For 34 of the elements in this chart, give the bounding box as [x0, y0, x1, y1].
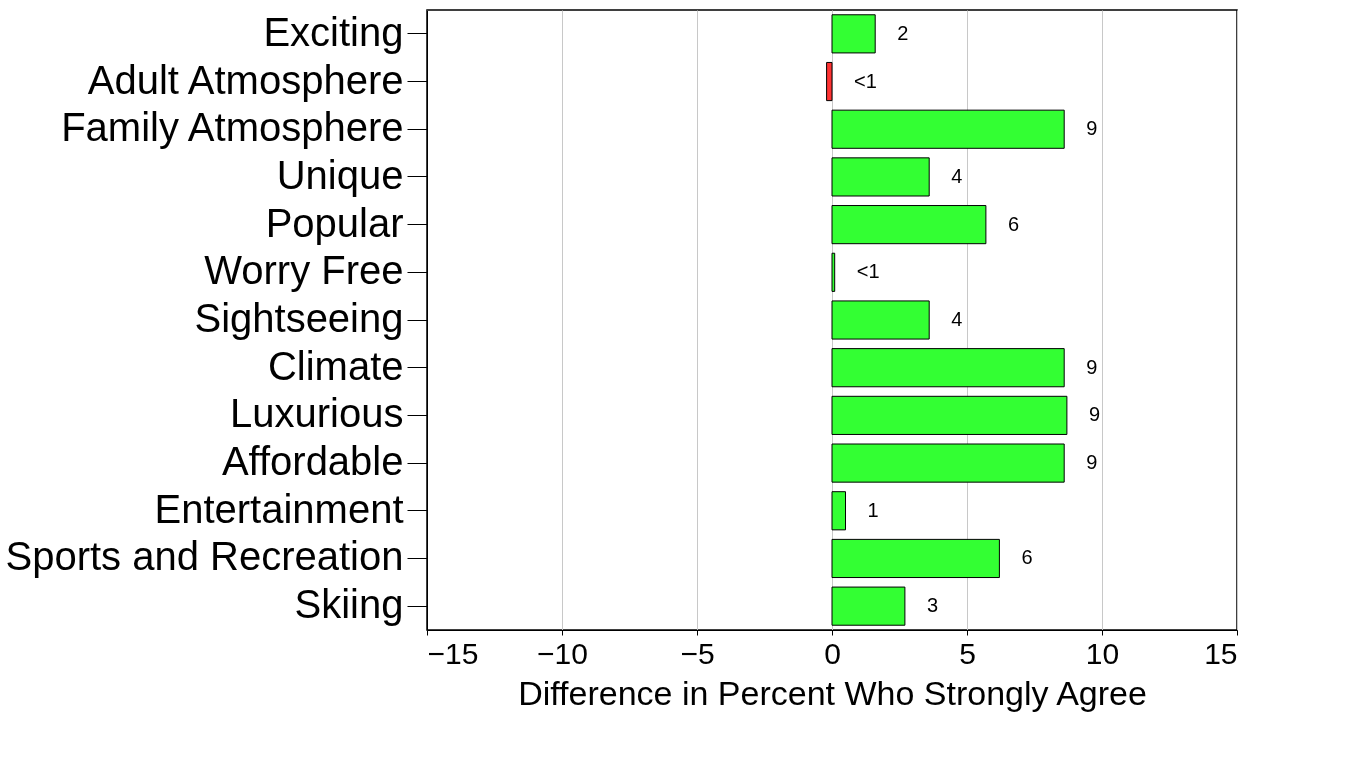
- x-tick-label: −15: [427, 636, 479, 670]
- data-label: 9: [1086, 355, 1098, 378]
- y-tick-label: Worry Free: [204, 248, 404, 293]
- data-label: 3: [926, 594, 939, 617]
- y-tick-label: Unique: [276, 152, 404, 197]
- x-tick-label: −5: [680, 636, 715, 670]
- x-tick-label: 0: [824, 636, 841, 670]
- y-tick-label: Sightseeing: [194, 296, 404, 340]
- data-label: 9: [1086, 117, 1098, 140]
- y-tick-label: Adult Atmosphere: [87, 57, 404, 102]
- data-label: <1: [854, 69, 877, 92]
- y-tick-label: Affordable: [221, 439, 404, 484]
- x-tick-label: −10: [537, 636, 588, 670]
- y-tick-label: Sports and Recreation: [5, 534, 404, 579]
- data-label: 6: [1007, 212, 1020, 235]
- x-axis-title: Difference in Percent Who Strongly Agree: [518, 673, 1147, 712]
- data-label: 9: [1086, 451, 1098, 474]
- x-tick-label: 15: [1204, 636, 1238, 670]
- data-label: 4: [951, 164, 963, 187]
- y-tick-label: Exciting: [263, 9, 404, 54]
- y-tick-label: Luxurious: [230, 391, 404, 436]
- y-tick-label: Skiing: [294, 582, 404, 627]
- data-label: <1: [856, 260, 880, 283]
- data-label: 4: [951, 308, 963, 330]
- y-tick-label: Entertainment: [154, 486, 404, 531]
- data-label: 9: [1088, 403, 1101, 426]
- data-label: 1: [867, 498, 879, 521]
- data-label: 6: [1021, 546, 1033, 569]
- y-tick-label: Family Atmosphere: [61, 105, 404, 150]
- x-tick-label: 5: [959, 636, 976, 670]
- data-label: 2: [897, 21, 909, 44]
- x-tick-label: 10: [1085, 636, 1120, 670]
- y-tick-label: Popular: [265, 200, 404, 245]
- y-tick-label: Climate: [267, 343, 404, 388]
